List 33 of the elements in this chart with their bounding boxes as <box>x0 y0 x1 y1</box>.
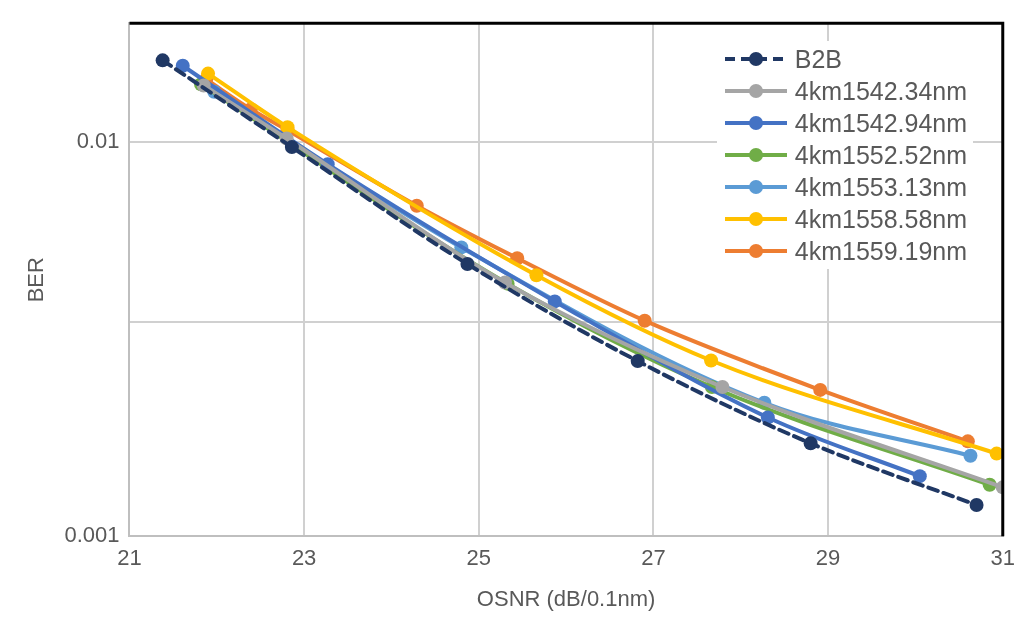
legend-label: 4km1542.94nm <box>794 108 968 138</box>
point <box>529 268 544 283</box>
x-tick-label: 21 <box>117 545 142 571</box>
point <box>989 446 1003 461</box>
point <box>637 313 652 328</box>
point <box>201 66 216 81</box>
point <box>969 497 984 512</box>
point <box>630 354 645 369</box>
legend-label: 4km1559.19nm <box>794 236 968 266</box>
point <box>912 469 927 484</box>
legend-label: 4km1558.58nm <box>794 204 968 234</box>
y-axis-title: BER <box>23 257 49 303</box>
x-tick-label: 25 <box>466 545 492 571</box>
y-tick-label: 0.01 <box>76 127 120 153</box>
x-tick-label: 23 <box>291 545 317 571</box>
legend-label: 4km1553.13nm <box>794 172 968 202</box>
point <box>803 436 818 451</box>
point <box>704 353 719 368</box>
x-axis-title: OSNR (dB/0.1nm) <box>476 585 656 611</box>
point <box>813 382 828 397</box>
x-tick-label: 29 <box>815 545 841 571</box>
point <box>155 53 170 68</box>
y-tick-label: 0.001 <box>64 522 120 548</box>
point <box>284 140 299 155</box>
legend-label: 4km1552.52nm <box>794 140 968 170</box>
x-tick-label: 31 <box>990 545 1016 571</box>
x-tick-label: 27 <box>641 545 666 571</box>
legend-label: B2B <box>794 44 843 74</box>
point <box>460 257 475 272</box>
legend-label: 4km1542.34nm <box>794 76 968 106</box>
point <box>715 380 730 394</box>
point <box>963 448 978 463</box>
point <box>547 294 562 309</box>
